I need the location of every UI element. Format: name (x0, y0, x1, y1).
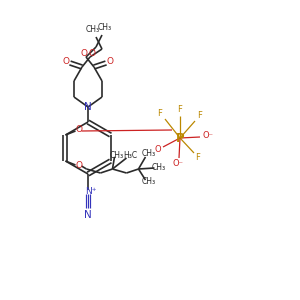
Text: CH₃: CH₃ (141, 149, 155, 158)
Text: O: O (88, 50, 95, 58)
Text: O: O (76, 125, 83, 134)
Text: F: F (196, 154, 200, 163)
Text: CH₃: CH₃ (141, 178, 155, 187)
Text: CH₃: CH₃ (110, 151, 124, 160)
Text: CH₃: CH₃ (86, 25, 100, 34)
Text: H₃C: H₃C (123, 151, 137, 160)
Text: N: N (84, 210, 92, 220)
Text: O⁻: O⁻ (172, 160, 184, 169)
Text: F: F (158, 110, 162, 118)
Text: P: P (176, 131, 184, 145)
Text: F: F (198, 112, 203, 121)
Text: CH₃: CH₃ (98, 22, 112, 32)
Text: O: O (76, 160, 83, 169)
Text: O⁻: O⁻ (202, 131, 214, 140)
Text: O: O (80, 50, 88, 58)
Text: CH₃: CH₃ (152, 163, 166, 172)
Text: O: O (155, 146, 161, 154)
Text: N: N (84, 102, 92, 112)
Text: O: O (106, 56, 113, 65)
Text: F: F (178, 106, 182, 115)
Text: O: O (62, 56, 70, 65)
Text: N⁺: N⁺ (85, 187, 97, 196)
